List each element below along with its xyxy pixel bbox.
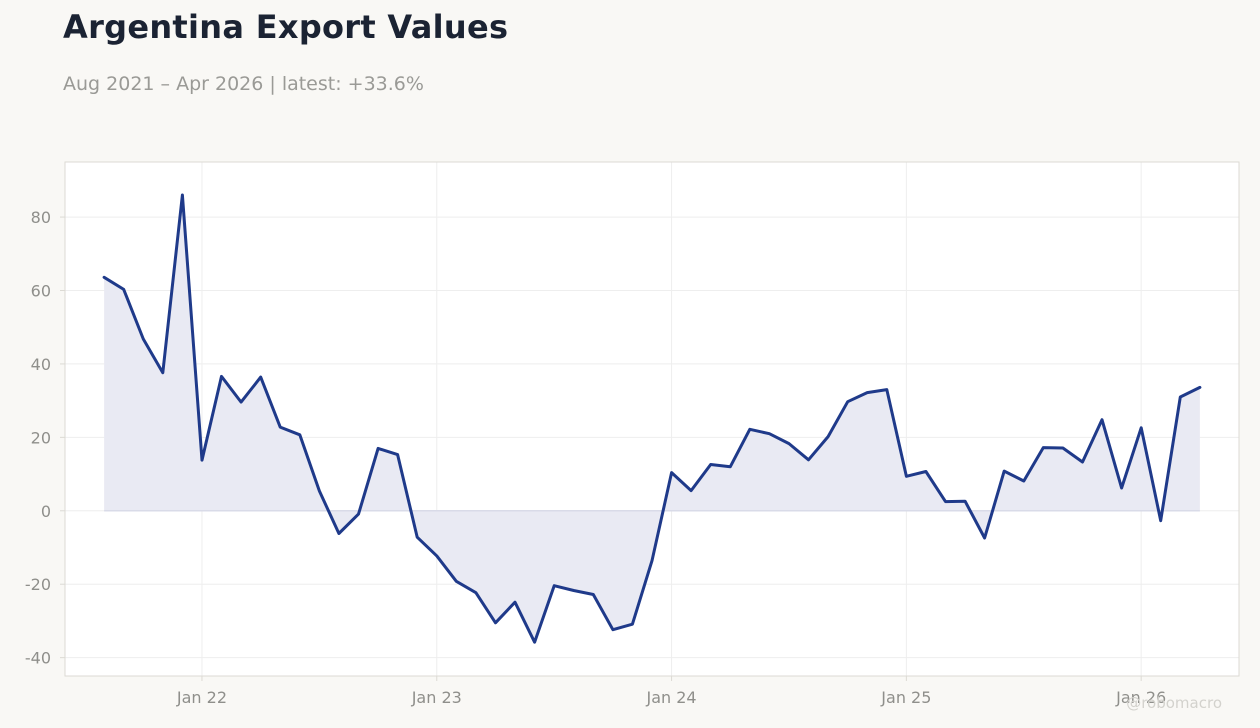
series-line: [102, 193, 1202, 644]
watermark: @robomacro: [1126, 694, 1222, 712]
y-tick-label: -20: [25, 575, 51, 594]
y-tick-label: 80: [31, 208, 51, 227]
x-tick-label: Jan 26: [1115, 688, 1166, 707]
x-tick-label: Jan 23: [411, 688, 462, 707]
chart-title: Argentina Export Values: [63, 8, 509, 46]
y-tick-label: 40: [31, 355, 51, 374]
y-tick-label: 20: [31, 428, 51, 447]
area-fill: [104, 195, 1200, 643]
x-tick-label: Jan 25: [880, 688, 931, 707]
x-tick-label: Jan 22: [176, 688, 227, 707]
y-tick-label: 0: [41, 502, 51, 521]
y-tick-label: 60: [31, 282, 51, 301]
x-tick-label: Jan 24: [646, 688, 697, 707]
y-tick-label: -40: [25, 649, 51, 668]
chart-subtitle: Aug 2021 – Apr 2026 | latest: +33.6%: [63, 73, 424, 95]
plot-frame: [64, 161, 1240, 677]
